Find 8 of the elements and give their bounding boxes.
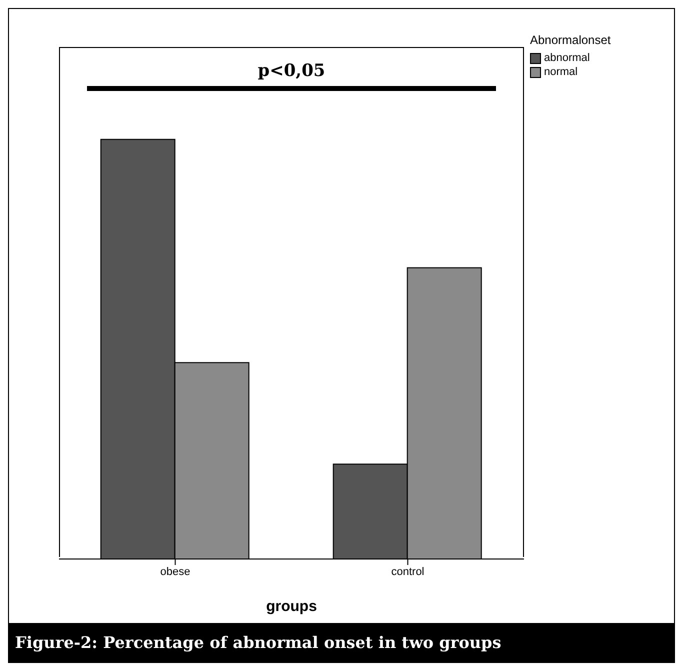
text: p<0,05 [256,61,326,81]
text: Figure-2: Percentage of abnormal onset in two groups [9,623,674,662]
legend-label: abnormal [544,52,590,64]
legend-title: Abnormalonset [530,33,612,47]
x-axis-title: groups [266,598,317,615]
legend-label: normal [544,66,578,78]
x-tick-label: obese [160,566,190,578]
x-tick-label: control [391,566,424,578]
